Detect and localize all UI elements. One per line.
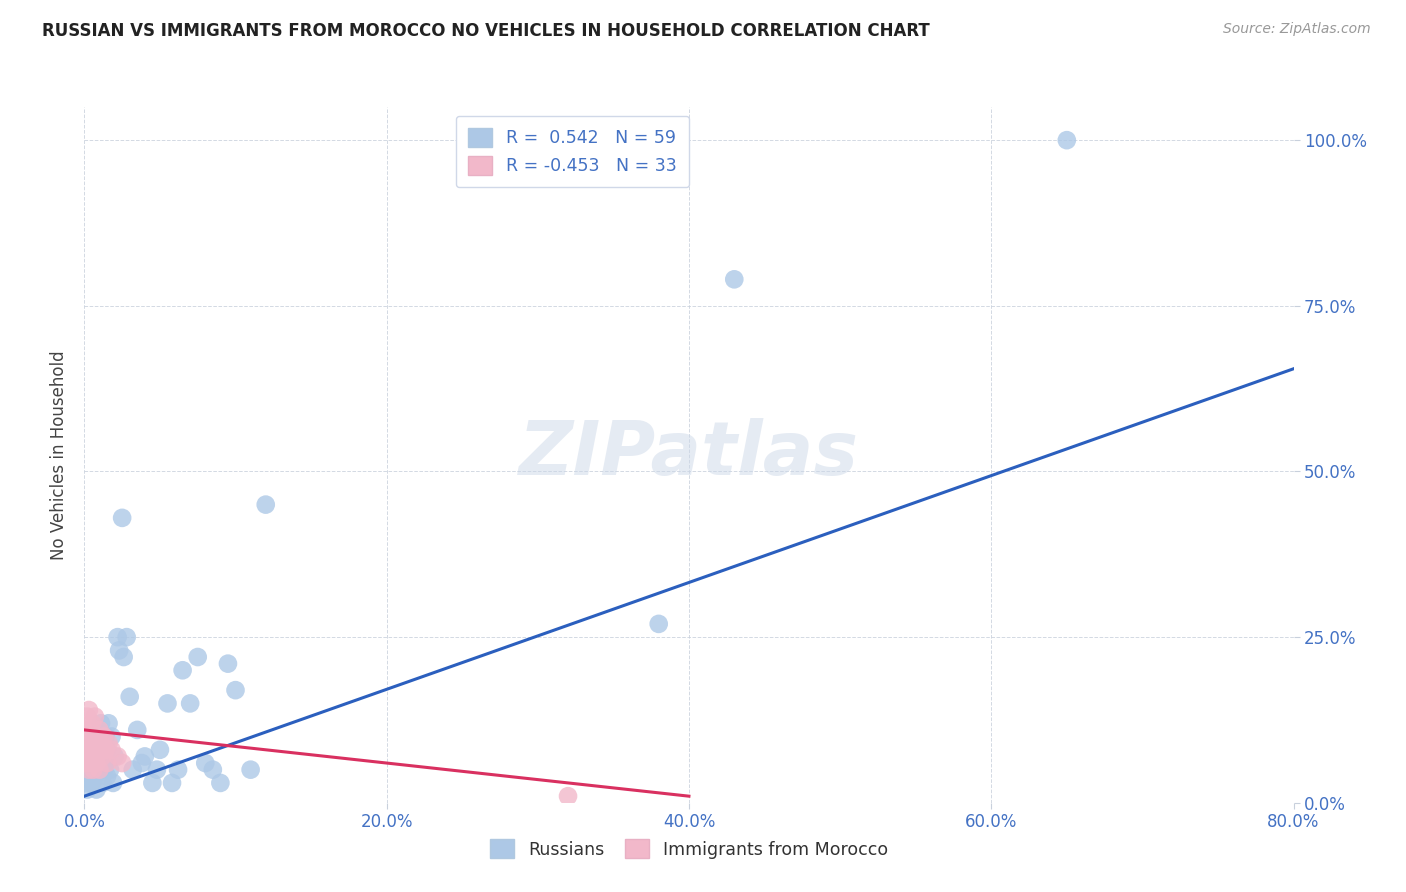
Point [79,743,101,757]
Point [76,763,98,777]
Point [648,616,671,631]
Point [89,723,111,737]
Point [121,763,143,777]
Point [80,716,103,731]
Point [82,763,104,777]
Point [79,749,101,764]
Point [104,749,127,764]
Point [201,763,224,777]
Point [94,730,117,744]
Point [77,703,100,717]
Text: RUSSIAN VS IMMIGRANTS FROM MOROCCO NO VEHICLES IN HOUSEHOLD CORRELATION CHART: RUSSIAN VS IMMIGRANTS FROM MOROCCO NO VE… [42,22,929,40]
Point [557,789,579,804]
Point [194,756,217,770]
Point [76,756,98,770]
Point [87,763,110,777]
Point [179,697,201,711]
Point [96,769,118,783]
Point [91,776,114,790]
Point [172,663,194,677]
Point [76,782,98,797]
Point [97,716,120,731]
Point [134,749,156,764]
Text: Source: ZipAtlas.com: Source: ZipAtlas.com [1223,22,1371,37]
Point [91,749,114,764]
Point [225,683,247,698]
Point [82,763,104,777]
Point [146,763,169,777]
Point [100,743,122,757]
Point [79,723,101,737]
Point [89,736,111,750]
Point [160,776,183,790]
Point [98,763,121,777]
Point [84,749,107,764]
Point [209,776,232,790]
Point [111,756,134,770]
Text: ZIPatlas: ZIPatlas [519,418,859,491]
Point [111,511,134,525]
Point [96,756,118,770]
Point [97,736,120,750]
Point [75,776,97,790]
Point [86,749,108,764]
Point [96,743,118,757]
Point [77,763,100,777]
Point [94,756,117,770]
Point [90,716,112,731]
Point [86,736,108,750]
Point [107,630,129,644]
Point [93,763,115,777]
Legend: Russians, Immigrants from Morocco: Russians, Immigrants from Morocco [478,827,900,871]
Point [80,756,103,770]
Point [167,763,190,777]
Point [101,776,124,790]
Point [75,743,97,757]
Point [87,743,110,757]
Point [131,756,153,770]
Point [141,776,163,790]
Point [82,736,104,750]
Point [82,736,104,750]
Point [187,650,209,665]
Point [149,743,172,757]
Point [84,769,107,783]
Point [112,650,135,665]
Point [86,782,108,797]
Point [79,743,101,757]
Point [77,769,100,783]
Point [94,743,117,757]
Point [77,730,100,744]
Point [89,756,111,770]
Point [86,756,108,770]
Point [84,730,107,744]
Point [80,776,103,790]
Point [91,743,114,757]
Point [127,723,149,737]
Point [76,709,98,723]
Point [80,756,103,770]
Point [93,730,115,744]
Point [75,723,97,737]
Point [723,272,745,286]
Point [1056,133,1078,147]
Point [118,690,141,704]
Point [156,697,179,711]
Point [100,730,122,744]
Point [90,736,112,750]
Point [77,749,100,764]
Point [254,498,277,512]
Point [239,763,262,777]
Point [217,657,239,671]
Point [76,736,98,750]
Point [107,749,129,764]
Point [84,709,107,723]
Point [108,643,131,657]
Point [115,630,138,644]
Point [84,730,107,744]
Point [89,763,111,777]
Y-axis label: No Vehicles in Household: No Vehicles in Household [51,350,69,560]
